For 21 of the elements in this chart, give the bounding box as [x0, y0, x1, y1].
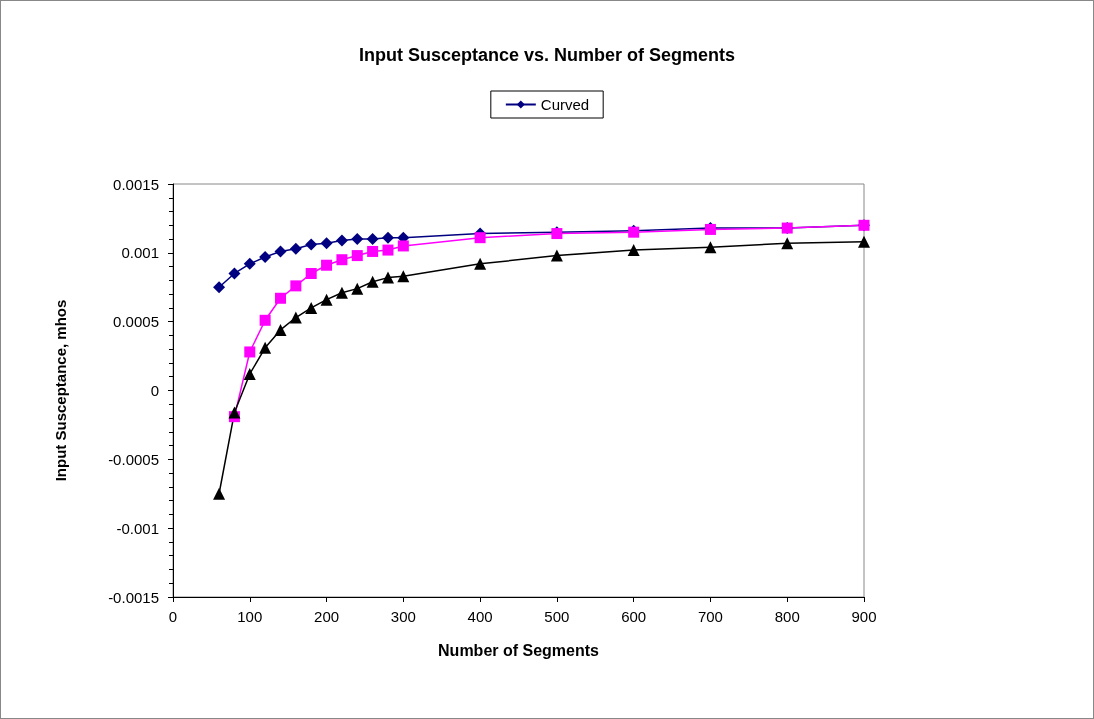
x-tick-label: 0 [168, 608, 178, 625]
chart-title: Input Susceptance vs. Number of Segments [358, 45, 736, 65]
x-tick-label: 700 [697, 608, 723, 625]
legend-label: Curved [540, 96, 590, 113]
y-axis-title: Input Susceptance, mhos [52, 299, 69, 482]
x-tick-label: 200 [314, 608, 340, 625]
x-tick-label: 800 [774, 608, 800, 625]
x-tick-label: 100 [237, 608, 263, 625]
x-tick-label: 600 [621, 608, 647, 625]
y-tick-label: 0.0015 [113, 175, 159, 193]
x-tick-label: 300 [390, 608, 416, 625]
y-tick-label: 0.0005 [113, 313, 159, 331]
y-tick-label: -0.0005 [108, 450, 159, 468]
x-tick-label: 500 [544, 608, 570, 625]
x-axis-title: Number of Segments [438, 641, 600, 659]
x-tick-label: 900 [851, 608, 877, 625]
y-tick-label: 0 [150, 382, 159, 399]
x-tick-label: 400 [467, 608, 493, 625]
y-tick-label: -0.001 [116, 519, 159, 537]
y-tick-label: -0.0015 [108, 588, 159, 606]
y-tick-label: 0.001 [121, 244, 159, 262]
